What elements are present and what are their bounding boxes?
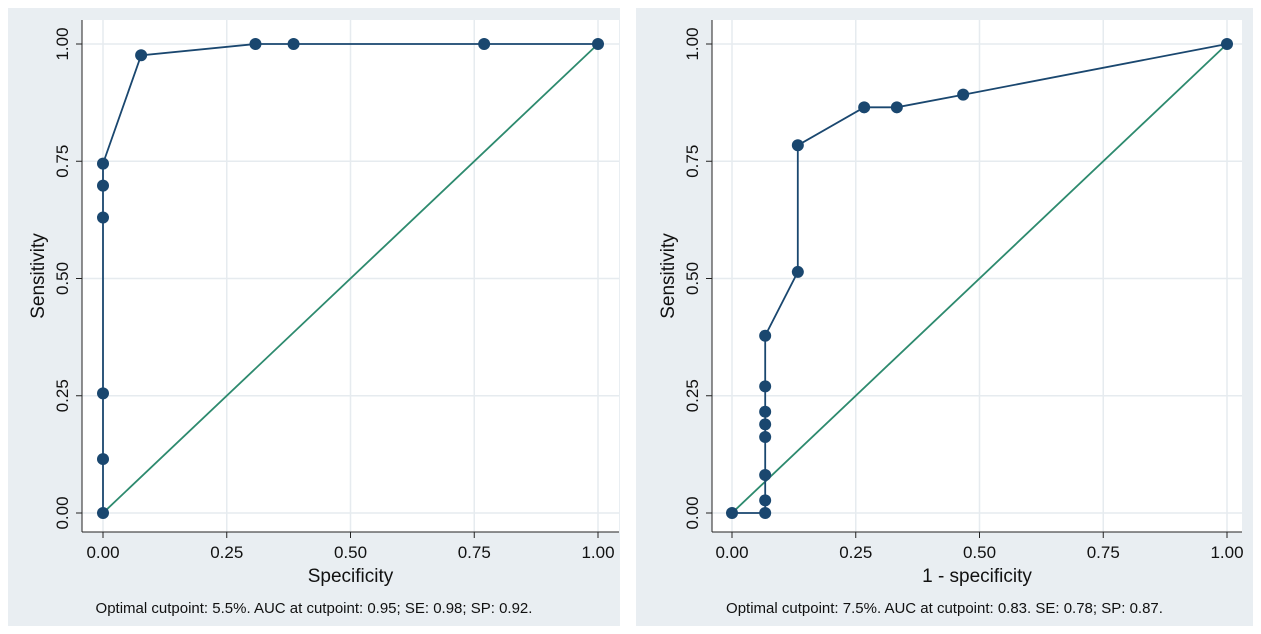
chart-2-x-tick-label-2: 0.50 [963,543,996,562]
chart-2-roc-point-14 [1221,38,1233,50]
chart-1-roc-point-1 [97,453,109,466]
chart-1-x-axis-title: Specificity [308,566,394,587]
chart-2-x-tick-label-0: 0.00 [715,543,748,562]
chart-2-y-tick-label-1: 0.25 [683,379,702,412]
chart-1-roc-point-4 [97,179,109,192]
chart-2-y-axis-title: Sensitivity [658,233,679,319]
chart-1-roc-point-0 [97,507,109,519]
chart-1-x-tick-label-1: 0.25 [210,543,243,562]
chart-1-roc-point-8 [287,38,300,50]
chart-1-y-tick-label-4: 1.00 [53,27,72,60]
chart-2-roc-point-9 [791,265,804,278]
chart-2-roc-point-4 [759,431,772,444]
chart-2-y-tick-label-0: 0.00 [683,496,702,529]
chart-2-roc-point-2 [759,494,772,507]
chart-2-x-tick-label-1: 0.25 [839,543,872,562]
chart-1-reference-line [102,43,599,514]
chart-1-x-tick-label-4: 1.00 [581,543,614,562]
chart-2-roc-point-11 [858,101,871,114]
chart-2-roc-point-12 [890,101,903,114]
chart-2-y-tick-label-4: 1.00 [683,27,702,60]
chart-2-plot-area [712,20,1242,532]
chart-2-reference-line [731,43,1228,514]
chart-1-roc-point-9 [478,38,491,50]
chart-2-roc-point-3 [759,469,772,482]
chart-1-y-axis-title: Sensitivity [28,233,49,319]
chart-2-roc-point-13 [957,88,970,101]
chart-2-roc-point-7 [759,380,772,393]
chart-2-note: Optimal cutpoint: 7.5%. AUC at cutpoint:… [726,600,1163,617]
chart-1-roc-point-6 [135,49,148,62]
chart-2-x-axis-title: 1 - specificity [922,566,1032,587]
chart-1-roc-point-5 [97,157,109,170]
chart-1-roc-point-3 [97,211,109,224]
chart-2-x-tick-label-3: 0.75 [1087,543,1120,562]
chart-1-y-tick-label-3: 0.75 [53,145,72,178]
chart-2-roc-point-0 [726,507,738,519]
chart-2-roc-point-10 [791,139,804,152]
chart-2-x-tick-label-4: 1.00 [1210,543,1243,562]
chart-1-x-tick-label-0: 0.00 [86,543,119,562]
chart-1-y-tick-label-2: 0.50 [53,262,72,295]
chart-1-note: Optimal cutpoint: 5.5%. AUC at cutpoint:… [96,600,533,617]
chart-2: 0.00 0.25 0.50 0.75 1.00 0.00 0.25 0.50 0.75 1.00… [636,8,1253,626]
chart-1-roc-point-10 [592,38,604,50]
chart-2-y-tick-label-3: 0.75 [683,145,702,178]
chart-2-roc-point-6 [759,405,772,418]
chart-1: 0.00 0.25 0.50 0.75 1.00 0.00 0.25 0.50 0.75 1.00… [8,8,620,626]
chart-1-x-tick-label-2: 0.50 [334,543,367,562]
chart-1-y-tick-label-1: 0.25 [53,379,72,412]
chart-2-roc-point-5 [759,418,772,431]
chart-2-roc-point-8 [759,329,772,342]
chart-1-roc-point-7 [249,38,262,50]
chart-1-x-tick-label-3: 0.75 [458,543,491,562]
chart-2-y-tick-label-2: 0.50 [683,262,702,295]
chart-2-roc-point-1 [759,507,772,519]
chart-1-y-tick-label-0: 0.00 [53,496,72,529]
chart-1-roc-point-2 [97,387,109,400]
